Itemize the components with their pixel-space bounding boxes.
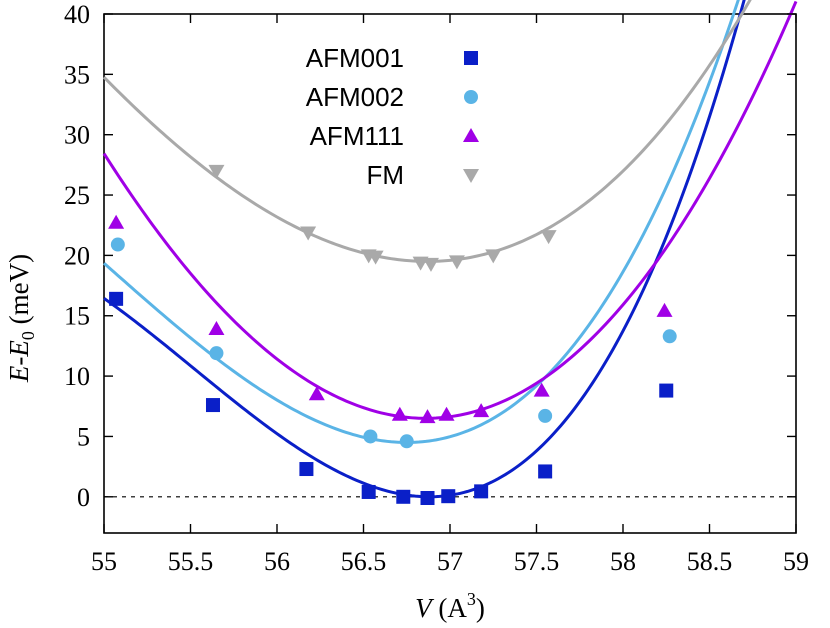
data-point-afm001: [441, 489, 456, 504]
y-tick-label: 5: [77, 422, 90, 451]
data-point-afm111: [419, 409, 436, 424]
x-tick-label: 55: [91, 547, 117, 576]
data-point-afm111: [108, 214, 125, 229]
legend-marker-afm002: [464, 90, 478, 104]
x-tick-label: 55.5: [168, 547, 214, 576]
data-point-afm001: [109, 291, 124, 306]
data-point-fm: [448, 255, 465, 270]
legend-label-afm001: AFM001: [306, 43, 404, 73]
x-axis-title: V (A3): [415, 589, 485, 623]
fit-curve-afm001: [103, 0, 746, 499]
data-point-afm001: [659, 383, 674, 398]
data-point-fm: [208, 164, 225, 179]
fit-curve-afm002: [103, 0, 740, 444]
y-tick-label: 15: [64, 302, 90, 331]
x-axis-ticks: 55 55.5 56 56.5 57 57.5 58 58.5 59: [91, 14, 809, 576]
data-point-afm001: [361, 484, 376, 499]
x-tick-label: 59: [783, 547, 809, 576]
fit-curves: [102, 0, 798, 499]
x-tick-label: 56.5: [341, 547, 387, 576]
data-point-afm002: [363, 429, 378, 444]
y-axis-ticks: 0 5 10 15 20 25 30 35 40: [64, 0, 796, 512]
legend: AFM001 AFM002 AFM111 FM: [306, 43, 479, 190]
data-point-afm111: [208, 321, 225, 336]
x-tick-label: 56: [264, 547, 290, 576]
legend-marker-afm001: [464, 51, 478, 65]
data-point-fm: [422, 257, 439, 272]
data-point-afm111: [308, 386, 325, 401]
x-tick-label: 57.5: [514, 547, 560, 576]
data-point-afm002: [399, 434, 414, 449]
y-tick-label: 35: [64, 60, 90, 89]
data-point-afm001: [299, 462, 314, 477]
data-point-fm: [540, 230, 557, 245]
data-markers: [108, 164, 677, 505]
data-point-afm002: [209, 346, 224, 361]
data-point-afm111: [533, 382, 550, 397]
data-point-afm111: [438, 406, 455, 421]
data-point-afm001: [396, 489, 411, 504]
legend-label-afm111: AFM111: [310, 121, 404, 151]
data-point-afm001: [474, 484, 489, 499]
data-point-afm001: [205, 398, 220, 413]
data-point-afm002: [110, 237, 125, 252]
x-tick-label: 58: [610, 547, 636, 576]
legend-label-afm002: AFM002: [306, 82, 404, 112]
data-point-afm002: [662, 329, 677, 344]
data-point-afm111: [391, 406, 408, 421]
legend-marker-fm: [463, 169, 479, 183]
y-tick-label: 10: [64, 362, 90, 391]
y-tick-label: 40: [64, 0, 90, 29]
legend-label-fm: FM: [366, 160, 404, 190]
y-tick-label: 0: [77, 483, 90, 512]
x-tick-label: 58.5: [687, 547, 733, 576]
data-point-fm: [367, 250, 384, 265]
data-point-afm001: [538, 464, 553, 479]
data-point-fm: [300, 226, 317, 241]
y-tick-label: 30: [64, 121, 90, 150]
y-tick-label: 25: [64, 181, 90, 210]
data-point-fm: [485, 249, 502, 264]
y-tick-label: 20: [64, 241, 90, 270]
x-tick-label: 57: [437, 547, 463, 576]
fit-curve-afm111: [102, 0, 798, 420]
legend-marker-afm111: [463, 128, 479, 142]
data-point-afm002: [538, 408, 553, 423]
data-point-afm111: [656, 302, 673, 317]
fit-curve-fm: [102, 0, 752, 263]
y-axis-title: E-E0 (meV): [4, 254, 38, 383]
data-point-afm001: [420, 490, 435, 505]
data-point-afm111: [473, 403, 490, 418]
